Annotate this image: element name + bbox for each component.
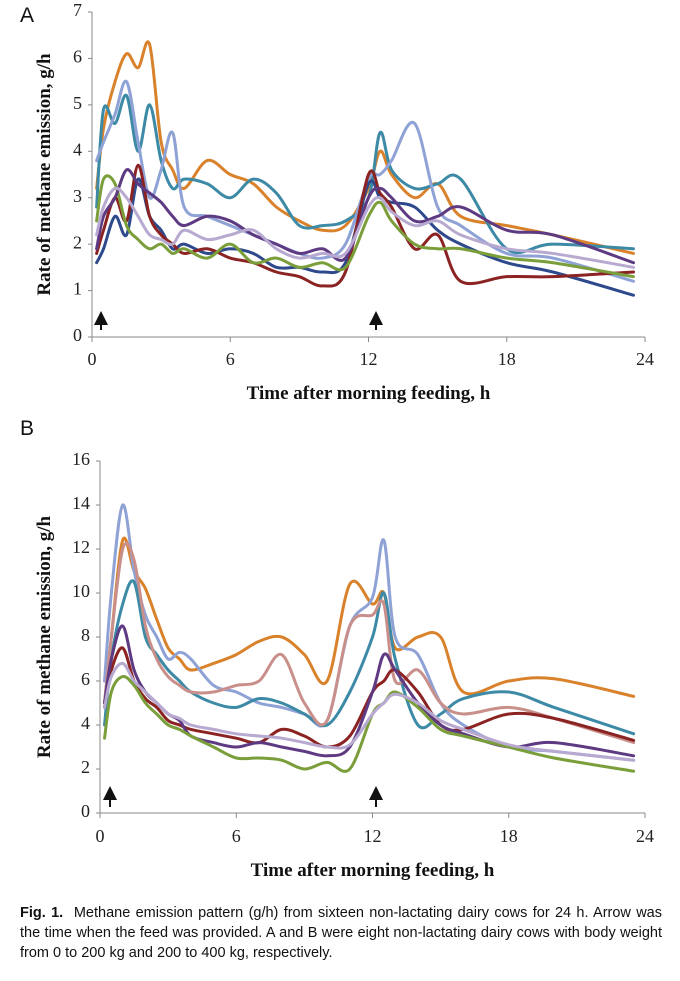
y-tick-label: 14 xyxy=(72,493,90,513)
series-line xyxy=(95,186,635,269)
x-axis-title: Time after morning feeding, h xyxy=(251,860,495,881)
x-tick-label: 6 xyxy=(226,349,235,369)
y-tick-label: 12 xyxy=(72,537,90,557)
x-tick-label: 18 xyxy=(498,349,516,369)
y-tick-label: 2 xyxy=(81,757,90,777)
feeding-arrows xyxy=(94,311,383,807)
y-tick-label: 8 xyxy=(81,625,90,645)
series-line xyxy=(103,536,636,705)
x-tick-label: 18 xyxy=(500,826,518,846)
series-line xyxy=(103,674,636,773)
y-tick-label: 6 xyxy=(73,47,82,67)
x-axis-title: Time after morning feeding, h xyxy=(247,383,491,404)
y-tick-label: 6 xyxy=(81,669,90,689)
y-tick-label: 5 xyxy=(73,93,82,113)
x-tick-label: 24 xyxy=(636,826,654,846)
series-line xyxy=(103,579,636,736)
x-tick-label: 24 xyxy=(636,349,654,369)
x-tick-label: 0 xyxy=(96,826,105,846)
y-axis-title: Rate of methane emission, g/h xyxy=(34,53,55,296)
series-line xyxy=(95,163,635,288)
x-tick-label: 12 xyxy=(360,349,378,369)
panel-label: B xyxy=(20,417,34,440)
y-tick-label: 2 xyxy=(73,232,82,252)
x-tick-label: 12 xyxy=(364,826,382,846)
caption-label: Fig. 1. xyxy=(20,905,64,921)
series-line xyxy=(95,174,635,279)
caption-text: Methane emission pattern (g/h) from sixt… xyxy=(20,905,662,961)
y-tick-label: 3 xyxy=(73,186,82,206)
y-tick-label: 7 xyxy=(73,0,82,20)
y-axis-title: Rate of methane emission, g/h xyxy=(34,515,55,758)
y-tick-label: 16 xyxy=(72,449,90,469)
series-line xyxy=(103,661,636,762)
x-tick-label: 0 xyxy=(88,349,97,369)
x-tick-label: 6 xyxy=(232,826,241,846)
y-tick-label: 0 xyxy=(81,801,90,821)
series-line xyxy=(103,541,636,745)
series-line xyxy=(95,93,635,255)
series-line xyxy=(95,168,635,265)
y-tick-label: 4 xyxy=(73,139,82,159)
y-tick-label: 0 xyxy=(73,325,82,345)
y-tick-label: 1 xyxy=(73,279,82,299)
caption: Fig. 1. Methane emission pattern (g/h) f… xyxy=(20,903,662,963)
y-tick-label: 4 xyxy=(81,713,90,733)
panel-label: A xyxy=(20,4,34,27)
y-tick-label: 10 xyxy=(72,581,90,601)
series-line xyxy=(95,177,635,297)
